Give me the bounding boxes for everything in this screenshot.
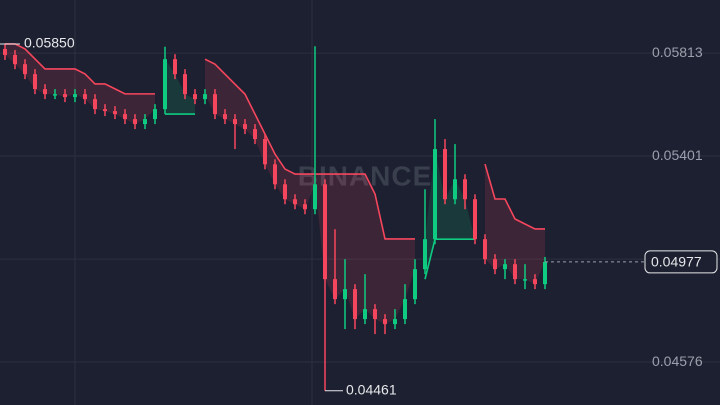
candle-body: [393, 319, 397, 325]
y-tick-label: 0.05813: [652, 44, 703, 60]
candle-body: [33, 74, 37, 90]
candle-body: [153, 109, 157, 120]
candle-body: [243, 124, 247, 130]
candle-body: [283, 184, 287, 200]
candle-body: [373, 309, 377, 320]
candle-body: [293, 199, 297, 205]
candle-body: [253, 129, 257, 140]
candle-body: [213, 94, 217, 115]
band-fill: [205, 59, 415, 325]
candle-body: [113, 111, 117, 115]
last-price-label: 0.04977: [651, 254, 702, 270]
supertrend-line: [165, 113, 475, 280]
candle-body: [533, 279, 537, 285]
candle-body: [513, 264, 517, 280]
candle-body: [233, 119, 237, 125]
candle-body: [503, 264, 507, 270]
candle-body: [273, 164, 277, 185]
candle-body: [263, 139, 267, 165]
candle-body: [183, 74, 187, 95]
candle-body: [23, 64, 27, 75]
candle-body: [313, 184, 317, 210]
band-fill: [485, 164, 545, 285]
candle-body: [53, 94, 57, 96]
candle-body: [453, 179, 457, 200]
candle-body: [323, 184, 327, 280]
candle-body: [523, 279, 527, 281]
last-price-box: [644, 250, 718, 274]
candle-body: [203, 94, 207, 100]
candle-body: [353, 289, 357, 320]
candle-body: [83, 94, 87, 100]
candle-body: [93, 99, 97, 110]
candle-body: [223, 114, 227, 120]
candle-body: [543, 261, 547, 285]
y-tick-label: 0.05401: [652, 147, 703, 163]
candle-body: [363, 309, 367, 320]
candle-body: [193, 94, 197, 100]
candle-body: [173, 59, 177, 75]
band-fill: [425, 149, 475, 280]
candle-body: [13, 54, 17, 65]
candle-body: [43, 89, 47, 95]
high-label: 0.05850: [24, 35, 75, 51]
band-fill: [165, 59, 195, 115]
candle-body: [423, 239, 427, 270]
candle-body: [383, 319, 387, 325]
candle-body: [63, 94, 67, 98]
candle-body: [143, 119, 147, 125]
candle-body: [463, 179, 467, 200]
candle-body: [473, 199, 477, 240]
candle-body: [333, 279, 337, 300]
candle-body: [3, 48, 7, 55]
candle-body: [163, 59, 167, 110]
watermark: BINANCE: [298, 160, 433, 191]
candle-body: [303, 204, 307, 210]
candle-body: [413, 269, 417, 300]
candle-body: [403, 299, 407, 320]
candle-body: [103, 109, 107, 112]
y-tick-label: 0.04576: [652, 353, 703, 369]
candle-body: [443, 149, 447, 200]
low-label: 0.04461: [346, 381, 397, 397]
candle-body: [133, 119, 137, 125]
supertrend-line: [5, 43, 545, 240]
candle-body: [343, 289, 347, 300]
band-fill: [5, 43, 155, 125]
candle-body: [433, 149, 437, 240]
candle-body: [493, 259, 497, 270]
candle-body: [73, 94, 77, 98]
candle-body: [483, 239, 487, 260]
candle-body: [123, 114, 127, 120]
